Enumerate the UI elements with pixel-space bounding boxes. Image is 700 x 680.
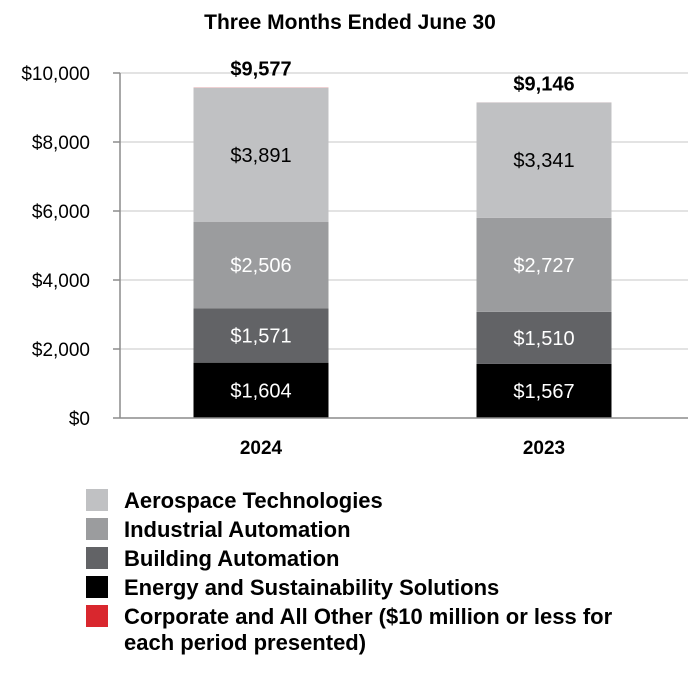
bar-segment-label: $1,604 <box>230 380 291 402</box>
bar-segment-label: $1,571 <box>230 326 291 348</box>
legend-item-aerospace-technologies: Aerospace Technologies <box>86 488 646 514</box>
stacked-bar-chart: Three Months Ended June 30 $1,604$1,571$… <box>21 11 688 459</box>
legend-label: Building Automation <box>124 546 340 571</box>
legend-label: Corporate and All Other ($10 million or … <box>124 604 613 655</box>
x-category-label: 2023 <box>523 438 565 459</box>
legend: Aerospace Technologies Industrial Automa… <box>86 488 646 659</box>
y-tick-label: $2,000 <box>32 340 90 361</box>
legend-swatch <box>86 489 108 511</box>
bar-segment-label: $1,567 <box>513 381 574 403</box>
bars: $1,604 $1,571 $2,506 $3,891 $9,577 $1,567 $1,5… <box>193 59 612 418</box>
legend-item-energy-and-sustainability-solutions: Energy and Sustainability Solutions <box>86 575 646 601</box>
legend-item-building-automation: Building Automation <box>86 546 646 572</box>
bar-segment-label: $2,506 <box>230 255 291 277</box>
legend-label: Energy and Sustainability Solutions <box>124 575 500 600</box>
bar-segment <box>476 363 612 418</box>
bar-segment <box>193 222 329 309</box>
y-tick-label: $4,000 <box>32 271 90 292</box>
chart-title: Three Months Ended June 30 <box>204 11 496 34</box>
y-tick-label: $8,000 <box>32 133 90 154</box>
bar-segment-label: $1,510 <box>513 328 574 350</box>
bar-segment <box>476 311 612 364</box>
bar-segment-label: $3,341 <box>513 150 574 172</box>
bar-segment <box>193 362 329 418</box>
x-category-label: 2024 <box>240 438 283 459</box>
y-tick-label: $6,000 <box>32 202 90 223</box>
bar-segment <box>476 217 612 312</box>
legend-item-industrial-automation: Industrial Automation <box>86 517 646 543</box>
axes: $0 $2,000 $4,000 $6,000 $8,000 $10,000 2024 202… <box>21 64 688 459</box>
bar-segment-label: $2,727 <box>513 255 574 277</box>
legend-item-corporate-and-all-other: Corporate and All Other ($10 million or … <box>86 604 646 656</box>
bar-segment <box>193 87 329 223</box>
bar-total-label: $9,577 <box>230 59 291 81</box>
bar-total-label: $9,146 <box>513 73 574 95</box>
legend-swatch <box>86 547 108 569</box>
legend-swatch <box>86 518 108 540</box>
legend-label: Aerospace Technologies <box>124 488 383 513</box>
bar-segment <box>476 102 612 218</box>
y-tick-label: $10,000 <box>21 64 90 85</box>
legend-swatch <box>86 576 108 598</box>
legend-label: Industrial Automation <box>124 517 351 542</box>
bar-segment-label: $3,891 <box>230 145 291 167</box>
bar-segment <box>193 308 329 363</box>
y-tick-label: $0 <box>69 409 90 430</box>
legend-swatch <box>86 605 108 627</box>
